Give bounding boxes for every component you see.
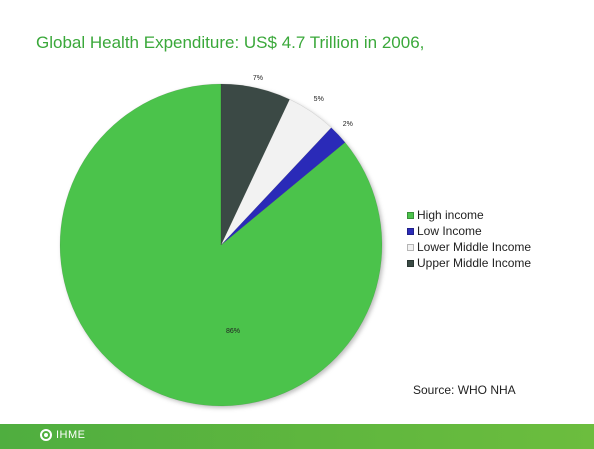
slice-label-low-income: 2%	[343, 121, 353, 128]
slice-label-upper-middle-income: 7%	[253, 75, 263, 82]
legend-item-lower-middle-income: Lower Middle Income	[407, 239, 531, 255]
legend-label: Low Income	[417, 224, 482, 238]
pie-slice-upper-middle-income	[220, 83, 290, 246]
legend-item-upper-middle-income: Upper Middle Income	[407, 255, 531, 271]
legend-swatch	[407, 211, 414, 219]
slice-label-lower-middle-income: 5%	[314, 96, 324, 103]
chart-legend: High income Low Income Lower Middle Inco…	[407, 207, 531, 271]
source-note: Source: WHO NHA	[413, 383, 516, 397]
legend-item-low-income: Low Income	[407, 223, 531, 239]
legend-swatch	[407, 243, 414, 251]
logo-text: IHME	[56, 429, 86, 441]
ihme-logo: IHME	[40, 429, 86, 441]
slide-title: Global Health Expenditure: US$ 4.7 Trill…	[36, 33, 425, 52]
legend-label: Lower Middle Income	[417, 240, 532, 254]
legend-label: Upper Middle Income	[417, 256, 532, 270]
legend-label: High income	[417, 208, 484, 222]
footer-bar: IHME	[0, 424, 594, 449]
legend-swatch	[407, 227, 414, 235]
slice-label-high-income: 86%	[226, 328, 240, 335]
legend-swatch	[407, 259, 414, 267]
legend-item-high-income: High income	[407, 207, 531, 223]
logo-circle-icon	[40, 429, 52, 441]
